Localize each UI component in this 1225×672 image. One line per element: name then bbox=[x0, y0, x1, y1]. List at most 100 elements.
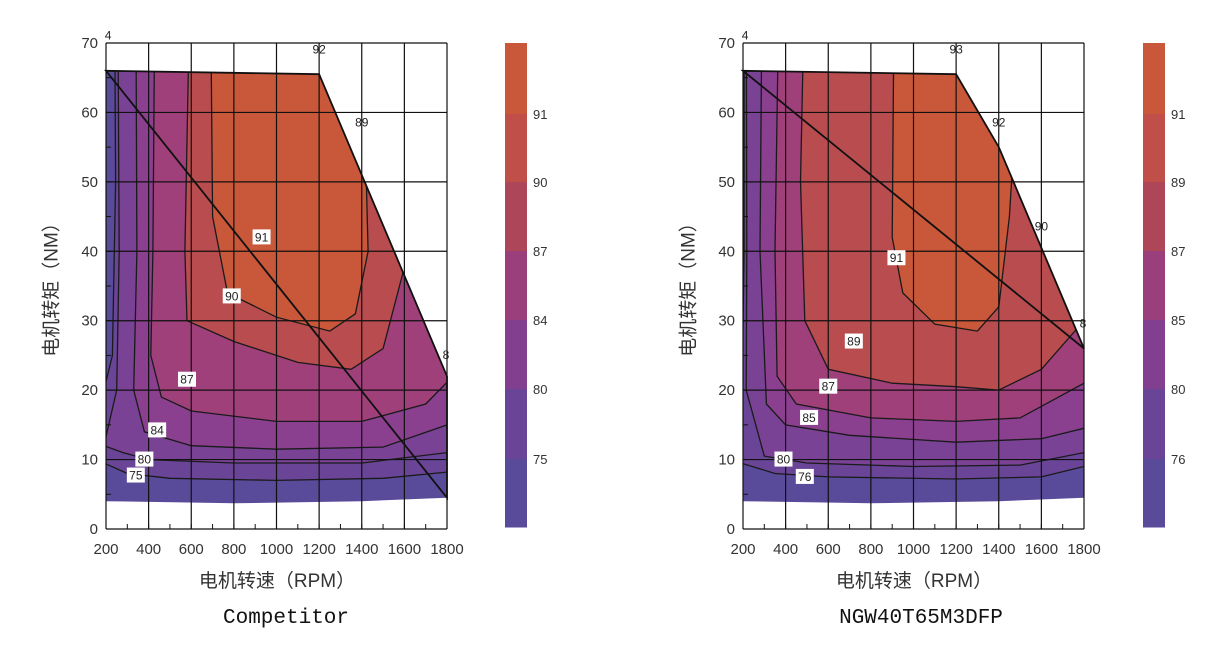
y-tick-label: 10 bbox=[81, 452, 98, 469]
y-tick-label: 30 bbox=[718, 313, 735, 330]
chart-1: 200 400 600 800 1000 1200 1400 1600 1800 0 10 20 30 4… bbox=[81, 29, 547, 558]
x-tick-label: 1800 bbox=[1067, 541, 1100, 558]
colorbar-band bbox=[505, 43, 527, 115]
boundary-contour-label: 4 bbox=[105, 29, 112, 43]
colorbar-band bbox=[1143, 320, 1165, 390]
x-tick-label: 1000 bbox=[897, 541, 930, 558]
colorbar-tick-label: 84 bbox=[533, 313, 547, 328]
contour-label-bg bbox=[148, 422, 167, 438]
contour-label: 84 bbox=[150, 423, 164, 437]
contour-label: 80 bbox=[138, 453, 152, 467]
colorbar-tick-label: 80 bbox=[1171, 382, 1185, 397]
colorbar-band bbox=[1143, 459, 1165, 528]
x-tick-label: 1400 bbox=[982, 541, 1015, 558]
y-tick-label: 50 bbox=[718, 174, 735, 191]
contour-label: 91 bbox=[890, 251, 904, 265]
y-tick-label: 20 bbox=[81, 382, 98, 399]
contour-label: 87 bbox=[180, 373, 194, 387]
boundary-contour-label: 92 bbox=[312, 42, 326, 56]
boundary-contour-label: 92 bbox=[992, 115, 1006, 129]
contour-label-bg bbox=[819, 378, 838, 394]
colorbar-tick-label: 80 bbox=[533, 382, 547, 397]
x-tick-label: 1200 bbox=[302, 541, 335, 558]
colorbar-band bbox=[1143, 43, 1165, 115]
x-tick-label: 800 bbox=[221, 541, 246, 558]
x-tick-label: 1400 bbox=[345, 541, 378, 558]
contour-label-bg bbox=[800, 409, 819, 425]
y-tick-label: 70 bbox=[718, 35, 735, 52]
colorbar-band bbox=[505, 114, 527, 183]
contour-label: 90 bbox=[225, 289, 239, 303]
boundary-contour-label: 4 bbox=[742, 29, 749, 43]
operating-boundary bbox=[104, 69, 448, 501]
contour-label-bg bbox=[774, 451, 793, 467]
contour-label-bg bbox=[795, 468, 814, 484]
x-tick-label: 1200 bbox=[939, 541, 972, 558]
colorbar-band bbox=[505, 251, 527, 321]
y-tick-label: 0 bbox=[90, 521, 98, 538]
y-axis-label-right: 电机转矩（NM） bbox=[678, 213, 700, 357]
x-tick-label: 800 bbox=[858, 541, 883, 558]
y-tick-label: 40 bbox=[718, 243, 735, 260]
contour-label-bg bbox=[844, 333, 863, 349]
y-tick-label: 60 bbox=[81, 104, 98, 121]
contour-label: 89 bbox=[847, 335, 861, 349]
boundary-contour-label: 93 bbox=[949, 42, 963, 56]
contour-label-bg bbox=[177, 371, 196, 387]
boundary-contour-label: 8 bbox=[1080, 317, 1087, 331]
chart-2: 200 400 600 800 1000 1200 1400 1600 1800 0 10 20 30 4… bbox=[718, 29, 1185, 558]
colorbar-band bbox=[1143, 389, 1165, 460]
boundary-contour-label: 90 bbox=[1035, 219, 1049, 233]
contour-label: 75 bbox=[129, 469, 143, 483]
x-axis-label-left: 电机转速（RPM） bbox=[198, 571, 356, 592]
colorbar-tick-label: 91 bbox=[533, 107, 547, 122]
boundary-contour-label: 8 bbox=[443, 348, 450, 362]
boundary-contour-label: 89 bbox=[355, 115, 369, 129]
colorbar-tick-label: 85 bbox=[1171, 313, 1185, 328]
x-tick-label: 1000 bbox=[260, 541, 293, 558]
y-axis-label-left: 电机转矩（NM） bbox=[41, 213, 63, 357]
contour-label: 87 bbox=[822, 380, 836, 394]
colorbar-tick-label: 87 bbox=[1171, 244, 1185, 259]
colorbar-band bbox=[505, 459, 527, 528]
colorbar-band bbox=[505, 182, 527, 252]
contour-label-bg bbox=[126, 467, 145, 483]
colorbar-tick-label: 91 bbox=[1171, 107, 1185, 122]
x-tick-label: 200 bbox=[93, 541, 118, 558]
contour-label-bg bbox=[887, 250, 906, 266]
x-axis-label-right: 电机转速（RPM） bbox=[835, 571, 993, 592]
x-tick-label: 1600 bbox=[1025, 541, 1058, 558]
contour-label: 85 bbox=[802, 411, 816, 425]
x-tick-label: 600 bbox=[179, 541, 204, 558]
y-tick-label: 70 bbox=[81, 35, 98, 52]
x-tick-label: 600 bbox=[816, 541, 841, 558]
x-tick-label: 400 bbox=[136, 541, 161, 558]
x-tick-label: 1800 bbox=[430, 541, 463, 558]
chart-title-right: NGW40T65M3DFP bbox=[839, 607, 1003, 630]
colorbar-band bbox=[505, 389, 527, 460]
y-tick-label: 30 bbox=[81, 313, 98, 330]
colorbar-tick-label: 87 bbox=[533, 244, 547, 259]
colorbar-band bbox=[505, 320, 527, 390]
colorbar-tick-label: 76 bbox=[1171, 452, 1185, 467]
colorbar-tick-label: 89 bbox=[1171, 175, 1185, 190]
contour-label-bg bbox=[252, 229, 271, 245]
y-tick-label: 40 bbox=[81, 243, 98, 260]
y-tick-label: 60 bbox=[718, 104, 735, 121]
x-tick-label: 400 bbox=[773, 541, 798, 558]
x-tick-label: 1600 bbox=[388, 541, 421, 558]
y-tick-label: 20 bbox=[718, 382, 735, 399]
contour-label-bg bbox=[135, 451, 154, 467]
contour-label-bg bbox=[222, 288, 241, 304]
contour-label: 91 bbox=[255, 230, 269, 244]
colorbar-tick-label: 90 bbox=[533, 175, 547, 190]
colorbar-band bbox=[1143, 251, 1165, 321]
colorbar-tick-label: 75 bbox=[533, 452, 547, 467]
x-tick-label: 200 bbox=[730, 541, 755, 558]
contour-label: 80 bbox=[777, 453, 791, 467]
y-tick-label: 10 bbox=[718, 452, 735, 469]
colorbar-band bbox=[1143, 114, 1165, 183]
contour-label: 76 bbox=[798, 470, 812, 484]
y-tick-label: 50 bbox=[81, 174, 98, 191]
